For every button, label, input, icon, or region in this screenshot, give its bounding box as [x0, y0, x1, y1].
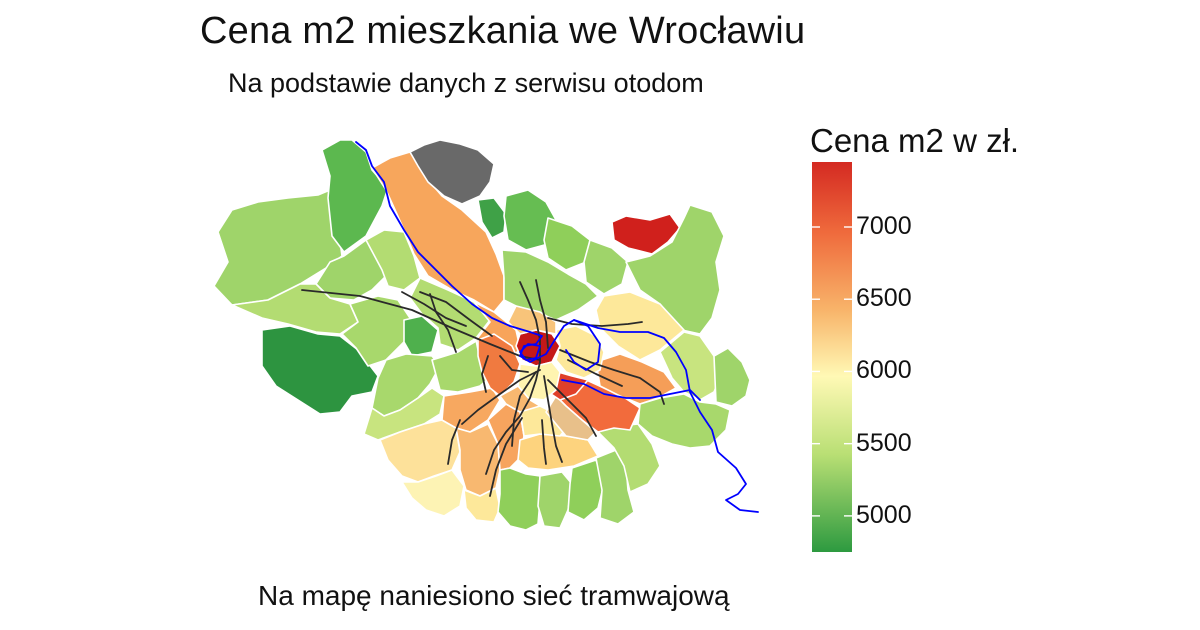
map-title: Cena m2 mieszkania we Wrocławiu: [200, 10, 806, 52]
tram-line: [485, 361, 541, 475]
legend-gradient: [812, 162, 852, 552]
tram-line: [499, 355, 529, 373]
district-polygon: [321, 139, 389, 253]
district-polygon: [363, 387, 445, 441]
district-polygon: [401, 469, 465, 517]
tram-line: [547, 317, 643, 327]
tram-line: [481, 355, 489, 393]
tram-line: [543, 375, 563, 463]
tram-line: [541, 419, 547, 465]
tram-line: [559, 349, 665, 405]
tram-line: [419, 291, 493, 337]
tram-line: [489, 417, 523, 497]
district-polygon: [637, 393, 731, 449]
district-polygon: [261, 325, 379, 415]
district-polygon: [477, 197, 507, 239]
district-polygon: [595, 291, 685, 361]
district-polygon: [497, 467, 541, 531]
legend-tick-label: 5000: [856, 500, 912, 529]
district-polygon: [463, 487, 501, 523]
tram-line: [547, 379, 597, 437]
district-polygon: [501, 249, 599, 321]
odra-river: [519, 343, 541, 361]
odra-river: [355, 141, 601, 371]
map-subtitle: Na podstawie danych z serwisu otodom: [228, 68, 704, 98]
map-caption: Na mapę naniesiono sieć tramwajową: [258, 580, 730, 611]
tram-line: [429, 293, 457, 353]
tram-line: [535, 279, 549, 349]
district-polygon: [611, 213, 681, 255]
district-polygon: [543, 217, 591, 271]
tram-line: [461, 369, 541, 425]
legend-tick-label: 6000: [856, 356, 912, 385]
district-polygon: [583, 239, 629, 295]
legend-title: Cena m2 w zł.: [810, 122, 1020, 159]
district-polygon: [409, 139, 495, 205]
odra-river: [561, 379, 701, 401]
legend-tick-label: 6500: [856, 284, 912, 313]
district-polygon: [595, 353, 677, 405]
district-polygon: [537, 471, 573, 529]
district-polygon: [379, 419, 461, 483]
district-polygon: [403, 315, 439, 357]
legend-tick-label: 7000: [856, 212, 912, 240]
tram-line: [447, 419, 461, 465]
district-polygon: [713, 347, 751, 407]
odra-river: [573, 319, 759, 513]
district-polygon: [545, 395, 597, 441]
legend-tick-label: 5500: [856, 428, 912, 457]
